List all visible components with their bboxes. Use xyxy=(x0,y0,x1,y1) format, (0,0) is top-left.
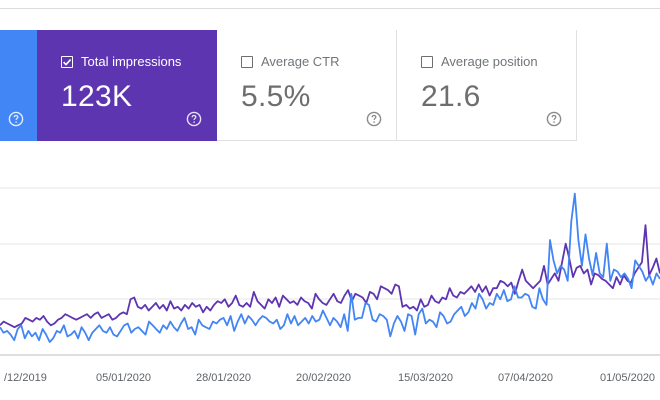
impressions-value: 123K xyxy=(61,80,133,113)
help-icon[interactable] xyxy=(8,111,24,127)
ctr-value: 5.5% xyxy=(241,80,311,113)
metric-cards: Total impressions 123K Average CTR 5.5% … xyxy=(0,30,660,141)
help-icon[interactable] xyxy=(546,111,562,127)
x-tick-label: 15/03/2020 xyxy=(398,372,453,384)
x-tick-label: 05/01/2020 xyxy=(96,372,151,384)
top-bar xyxy=(0,0,660,9)
position-value: 21.6 xyxy=(421,80,481,113)
help-icon[interactable] xyxy=(186,111,202,127)
average-position-card[interactable]: Average position 21.6 xyxy=(397,30,577,141)
ctr-checkbox[interactable] xyxy=(241,56,253,68)
impressions-checkbox[interactable] xyxy=(61,56,73,68)
total-clicks-card[interactable] xyxy=(0,30,37,141)
total-impressions-card[interactable]: Total impressions 123K xyxy=(37,30,217,141)
average-ctr-card[interactable]: Average CTR 5.5% xyxy=(217,30,397,141)
position-label: Average position xyxy=(441,54,538,69)
x-tick-label: 20/02/2020 xyxy=(296,372,351,384)
performance-chart[interactable]: /12/2019 05/01/2020 28/01/2020 20/02/2020 15… xyxy=(0,150,660,400)
position-checkbox[interactable] xyxy=(421,56,433,68)
x-tick-label: 07/04/2020 xyxy=(498,372,553,384)
x-tick-label: 01/05/2020 xyxy=(600,372,655,384)
impressions-series-line xyxy=(0,224,660,329)
impressions-label: Total impressions xyxy=(81,54,182,69)
clicks-series-line xyxy=(0,192,660,343)
ctr-label: Average CTR xyxy=(261,54,340,69)
checkmark-icon xyxy=(63,59,72,66)
x-tick-label: /12/2019 xyxy=(4,372,47,384)
help-icon[interactable] xyxy=(366,111,382,127)
x-tick-label: 28/01/2020 xyxy=(196,372,251,384)
